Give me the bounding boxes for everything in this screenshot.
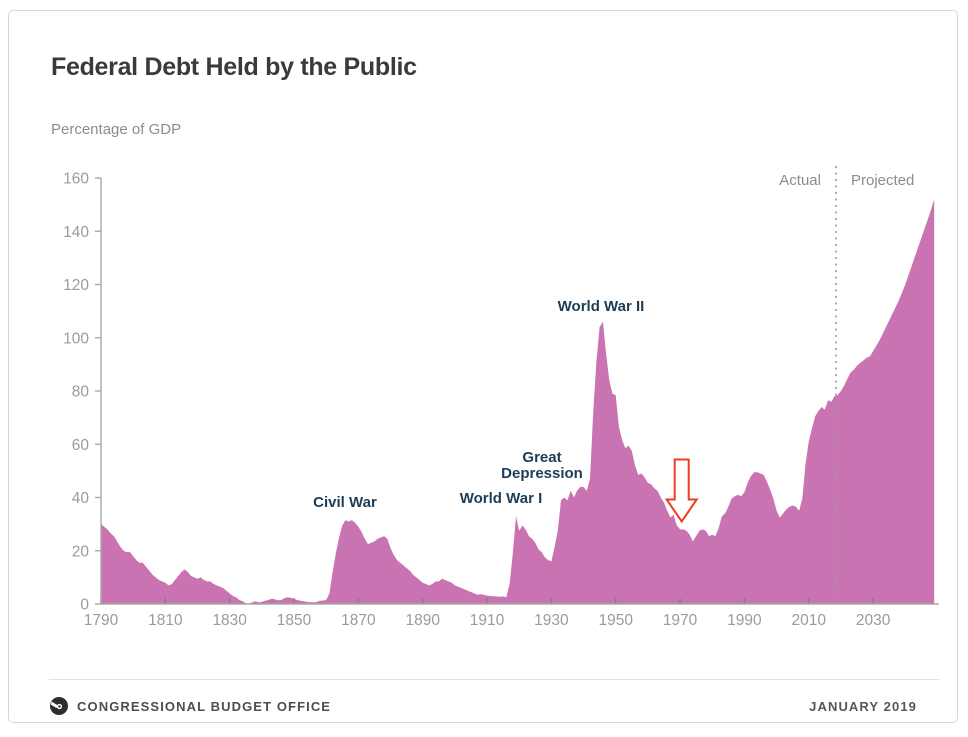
y-axis-unit-label: Percentage of GDP bbox=[51, 121, 182, 138]
annotation-world-war-1: World War I bbox=[459, 490, 543, 507]
footer-branding: CONGRESSIONAL BUDGET OFFICE bbox=[49, 695, 331, 717]
x-tick-label: 1870 bbox=[341, 612, 376, 629]
x-tick-label: 1830 bbox=[212, 612, 247, 629]
x-tick-label: 1950 bbox=[598, 612, 633, 629]
x-tick-label: 1910 bbox=[470, 612, 505, 629]
x-tick-label: 1930 bbox=[534, 612, 569, 629]
y-tick-label: 100 bbox=[63, 330, 89, 347]
y-tick-label: 80 bbox=[72, 384, 90, 401]
x-tick-label: 1810 bbox=[148, 612, 183, 629]
y-tick-label: 140 bbox=[63, 224, 89, 241]
chart-card: Federal Debt Held by the Public Percenta… bbox=[8, 10, 958, 723]
x-tick-label: 1890 bbox=[405, 612, 440, 629]
annotation-great-depression: Great Depression bbox=[501, 449, 583, 482]
footer-divider bbox=[49, 679, 939, 680]
y-tick-label: 40 bbox=[72, 490, 90, 507]
x-tick-label: 1970 bbox=[663, 612, 698, 629]
footer-date: JANUARY 2019 bbox=[809, 699, 917, 714]
chart-area: 1790 1810 1830 1850 1870 1890 1910 1930 1950 1970… bbox=[39, 151, 959, 636]
x-tick-label: 1790 bbox=[84, 612, 119, 629]
projected-label: Projected bbox=[851, 172, 915, 189]
y-tick-label: 160 bbox=[63, 171, 89, 188]
x-tick-label: 1850 bbox=[277, 612, 312, 629]
red-down-arrow-icon bbox=[664, 458, 699, 524]
debt-area-chart: 1790 1810 1830 1850 1870 1890 1910 1930 1950 1970… bbox=[63, 166, 939, 629]
page-title: Federal Debt Held by the Public bbox=[51, 53, 417, 81]
x-tick-label: 2030 bbox=[856, 612, 891, 629]
debt-area-path bbox=[101, 199, 935, 605]
x-tick-label: 2010 bbox=[791, 612, 826, 629]
x-tick-label: 1990 bbox=[727, 612, 762, 629]
y-tick-label: 60 bbox=[72, 437, 90, 454]
axis-lines bbox=[100, 178, 939, 605]
cbo-logo-icon bbox=[50, 697, 68, 715]
actual-label: Actual bbox=[779, 172, 821, 189]
annotation-civil-war: Civil War bbox=[313, 494, 377, 511]
y-tick-label: 0 bbox=[80, 597, 89, 614]
annotation-world-war-2: World War II bbox=[557, 298, 645, 315]
footer-org-name: CONGRESSIONAL BUDGET OFFICE bbox=[77, 698, 332, 714]
y-tick-label: 20 bbox=[72, 543, 90, 560]
y-tick-label: 120 bbox=[63, 277, 89, 294]
